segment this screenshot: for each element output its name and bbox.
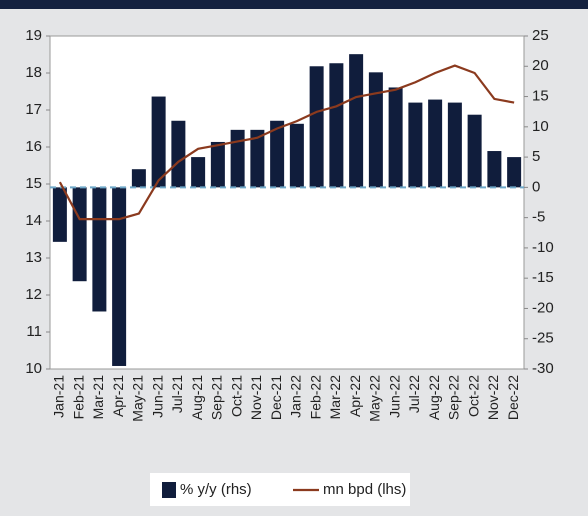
- bar: [507, 157, 522, 188]
- bar: [131, 169, 146, 188]
- y2-tick-label: -15: [532, 269, 554, 286]
- bar: [191, 157, 206, 188]
- x-tick-label: Jun-21: [149, 375, 165, 418]
- bar: [289, 123, 304, 188]
- x-tick-label: Aug-21: [189, 375, 205, 420]
- y-tick-label: 12: [25, 286, 42, 303]
- y2-tick-label: -10: [532, 239, 554, 256]
- bar: [52, 187, 67, 242]
- bar: [309, 66, 324, 188]
- y-tick-label: 19: [25, 27, 42, 44]
- x-tick-label: Sep-22: [446, 375, 462, 420]
- x-tick-label: Mar-21: [90, 375, 106, 420]
- y2-tick-label: 20: [532, 57, 549, 74]
- bar: [368, 72, 383, 188]
- legend-swatch: [162, 482, 176, 498]
- x-tick-label: Oct-22: [465, 375, 481, 417]
- y2-tick-label: -5: [532, 209, 545, 226]
- y2-tick-label: 25: [532, 27, 549, 44]
- bar: [72, 187, 87, 282]
- bar: [210, 141, 225, 188]
- bar: [250, 129, 265, 188]
- x-tick-label: Nov-22: [485, 375, 501, 420]
- y2-tick-label: 5: [532, 148, 540, 165]
- bar: [92, 187, 107, 312]
- y-tick-label: 18: [25, 64, 42, 81]
- x-tick-label: Jan-21: [51, 375, 67, 418]
- y-tick-label: 11: [26, 323, 42, 340]
- bar: [329, 63, 344, 188]
- y-tick-label: 17: [25, 101, 42, 118]
- y-tick-label: 16: [25, 138, 42, 155]
- x-tick-label: Apr-21: [110, 375, 126, 417]
- bar: [270, 120, 285, 188]
- x-tick-label: Dec-22: [505, 375, 521, 420]
- y-tick-label: 13: [25, 249, 42, 266]
- x-tick-label: Feb-21: [70, 375, 86, 420]
- y2-tick-label: 0: [532, 178, 540, 195]
- y-tick-label: 10: [25, 360, 42, 377]
- x-tick-label: Feb-22: [307, 375, 323, 420]
- x-tick-label: Jan-22: [288, 375, 304, 418]
- y-tick-label: 14: [25, 212, 42, 229]
- y2-tick-label: 10: [532, 118, 549, 135]
- y2-tick-label: -30: [532, 360, 554, 377]
- bar: [467, 114, 482, 188]
- x-tick-label: Dec-21: [268, 375, 284, 420]
- x-tick-label: Nov-21: [248, 375, 264, 420]
- top-band: [0, 0, 588, 9]
- bar: [151, 96, 166, 188]
- y2-tick-label: 15: [532, 88, 549, 105]
- x-tick-label: Jun-22: [386, 375, 402, 418]
- x-tick-label: Oct-21: [228, 375, 244, 417]
- bar: [487, 151, 502, 188]
- x-tick-label: Jul-22: [406, 375, 422, 413]
- y2-tick-label: -25: [532, 330, 554, 347]
- x-tick-label: Jul-21: [169, 375, 185, 413]
- legend-label: % y/y (rhs): [180, 481, 252, 498]
- bar: [428, 99, 443, 188]
- bar: [230, 129, 245, 188]
- bar: [408, 102, 423, 188]
- x-tick-label: May-21: [130, 375, 146, 422]
- bar: [112, 187, 127, 366]
- x-tick-label: Apr-22: [347, 375, 363, 417]
- x-tick-label: Aug-22: [426, 375, 442, 420]
- y2-tick-label: -20: [532, 299, 554, 316]
- plot-area: [49, 35, 525, 370]
- x-tick-label: Sep-21: [209, 375, 225, 420]
- bar: [447, 102, 462, 188]
- legend-label: mn bpd (lhs): [323, 481, 406, 498]
- bar: [388, 87, 403, 188]
- x-tick-label: Mar-22: [327, 375, 343, 420]
- bar: [171, 120, 186, 188]
- y-tick-label: 15: [25, 175, 42, 192]
- bar: [349, 54, 364, 188]
- legend-box: [150, 473, 410, 506]
- line: [58, 64, 515, 221]
- x-tick-label: May-22: [367, 375, 383, 422]
